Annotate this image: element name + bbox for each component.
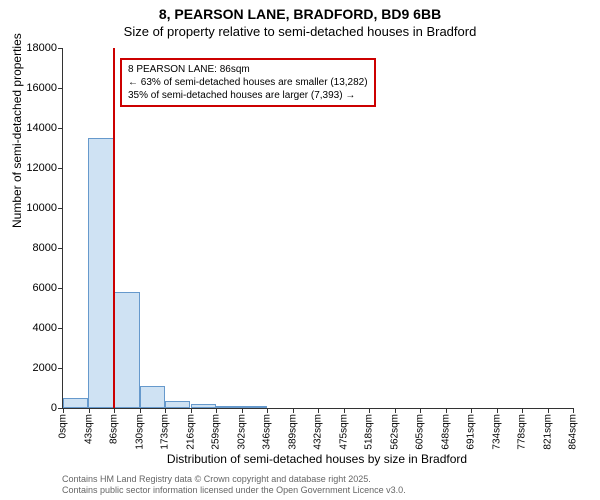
- x-tick-label: 518sqm: [364, 414, 375, 450]
- y-tick-mark: [58, 368, 63, 369]
- x-tick-label: 216sqm: [185, 414, 196, 450]
- x-tick-label: 0sqm: [58, 414, 69, 438]
- y-tick-mark: [58, 128, 63, 129]
- x-tick-mark: [63, 408, 64, 413]
- x-tick-mark: [446, 408, 447, 413]
- chart-subtitle: Size of property relative to semi-detach…: [0, 24, 600, 39]
- x-tick-label: 691sqm: [466, 414, 477, 450]
- histogram-bar: [114, 292, 140, 408]
- x-tick-mark: [89, 408, 90, 413]
- annotation-line1: 8 PEARSON LANE: 86sqm: [128, 63, 368, 76]
- x-tick-mark: [344, 408, 345, 413]
- histogram-bar: [241, 406, 267, 408]
- x-tick-label: 778sqm: [517, 414, 528, 450]
- y-tick-mark: [58, 248, 63, 249]
- x-tick-label: 821sqm: [542, 414, 553, 450]
- y-tick-mark: [58, 168, 63, 169]
- x-tick-mark: [548, 408, 549, 413]
- x-tick-label: 302sqm: [236, 414, 247, 450]
- x-tick-mark: [242, 408, 243, 413]
- y-tick-mark: [58, 208, 63, 209]
- histogram-bar: [165, 401, 190, 408]
- histogram-bar: [88, 138, 113, 408]
- x-tick-mark: [165, 408, 166, 413]
- y-tick-mark: [58, 328, 63, 329]
- y-axis-label: Number of semi-detached properties: [10, 33, 24, 228]
- x-tick-mark: [395, 408, 396, 413]
- annotation-line2: ← 63% of semi-detached houses are smalle…: [128, 76, 368, 89]
- x-tick-mark: [369, 408, 370, 413]
- x-tick-label: 864sqm: [568, 414, 579, 450]
- x-tick-mark: [267, 408, 268, 413]
- x-tick-mark: [420, 408, 421, 413]
- x-tick-label: 605sqm: [415, 414, 426, 450]
- x-tick-label: 346sqm: [262, 414, 273, 450]
- chart-footer: Contains HM Land Registry data © Crown c…: [62, 474, 406, 496]
- x-tick-mark: [114, 408, 115, 413]
- x-tick-mark: [471, 408, 472, 413]
- x-tick-label: 389sqm: [287, 414, 298, 450]
- y-tick-mark: [58, 48, 63, 49]
- x-tick-mark: [140, 408, 141, 413]
- histogram-bar: [140, 386, 165, 408]
- histogram-bar: [191, 404, 216, 408]
- x-axis-label: Distribution of semi-detached houses by …: [62, 452, 572, 466]
- x-tick-label: 130sqm: [134, 414, 145, 450]
- plot-area: 8 PEARSON LANE: 86sqm ← 63% of semi-deta…: [62, 48, 573, 409]
- x-tick-mark: [191, 408, 192, 413]
- x-tick-label: 432sqm: [313, 414, 324, 450]
- x-tick-mark: [573, 408, 574, 413]
- x-tick-label: 259sqm: [211, 414, 222, 450]
- chart-container: 8, PEARSON LANE, BRADFORD, BD9 6BB Size …: [0, 0, 600, 500]
- x-tick-mark: [497, 408, 498, 413]
- footer-line2: Contains public sector information licen…: [62, 485, 406, 496]
- histogram-bar: [216, 406, 241, 408]
- annotation-line3: 35% of semi-detached houses are larger (…: [128, 89, 368, 102]
- x-tick-mark: [318, 408, 319, 413]
- annotation-box: 8 PEARSON LANE: 86sqm ← 63% of semi-deta…: [120, 58, 376, 107]
- x-tick-mark: [522, 408, 523, 413]
- chart-title: 8, PEARSON LANE, BRADFORD, BD9 6BB: [0, 6, 600, 22]
- x-tick-label: 173sqm: [160, 414, 171, 450]
- x-tick-mark: [216, 408, 217, 413]
- footer-line1: Contains HM Land Registry data © Crown c…: [62, 474, 406, 485]
- x-tick-label: 475sqm: [338, 414, 349, 450]
- x-tick-label: 648sqm: [440, 414, 451, 450]
- histogram-bar: [63, 398, 88, 408]
- x-tick-label: 43sqm: [83, 414, 94, 444]
- x-tick-label: 86sqm: [109, 414, 120, 444]
- y-tick-mark: [58, 288, 63, 289]
- y-tick-mark: [58, 88, 63, 89]
- x-tick-label: 562sqm: [389, 414, 400, 450]
- x-tick-mark: [293, 408, 294, 413]
- x-tick-label: 734sqm: [491, 414, 502, 450]
- marker-line: [113, 48, 115, 408]
